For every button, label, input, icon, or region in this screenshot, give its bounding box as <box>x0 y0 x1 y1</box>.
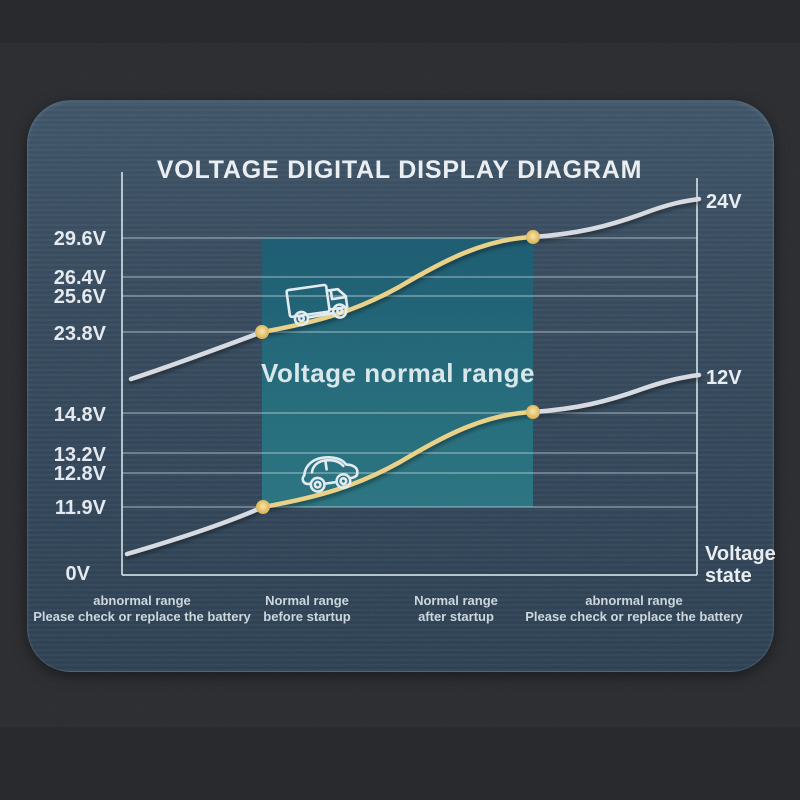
x-axis-title: Voltage state <box>705 543 776 587</box>
x-category-label: Please check or replace the battery <box>33 609 251 624</box>
x-category-label: after startup <box>418 609 494 624</box>
x-category-label: Normal range <box>414 593 498 608</box>
y-tick-label: 11.9V <box>55 497 107 519</box>
series-24v-curve <box>128 196 702 382</box>
normal-range-annotation: Voltage normal range <box>261 358 535 388</box>
series-label-24v: 24V <box>706 191 742 213</box>
y-tick-label: 25.6V <box>54 286 107 308</box>
marker-24v-before-startup <box>255 325 269 339</box>
y-axis-ticks: 29.6V 26.4V 25.6V 23.8V 14.8V 13.2V 12.8… <box>54 228 107 585</box>
x-category-label: Normal range <box>265 593 349 608</box>
x-category-label: abnormal range <box>585 593 683 608</box>
gridlines <box>122 237 697 508</box>
y-tick-label: 13.2V <box>54 444 107 466</box>
marker-12v-before-startup <box>256 500 270 514</box>
x-category-label: before startup <box>263 609 350 624</box>
y-tick-label: 0V <box>66 563 91 585</box>
y-tick-label: 23.8V <box>54 323 107 345</box>
y-tick-label: 14.8V <box>54 404 107 426</box>
marker-24v-after-startup <box>526 230 540 244</box>
x-category-label: abnormal range <box>93 593 191 608</box>
series-12v-curve <box>124 372 702 557</box>
y-tick-label: 12.8V <box>54 463 107 485</box>
x-axis-title-line1: Voltage <box>705 543 776 565</box>
series-label-12v: 12V <box>706 367 742 389</box>
threshold-markers <box>255 230 540 514</box>
truck-icon <box>285 283 349 327</box>
marker-12v-after-startup <box>526 405 540 419</box>
y-tick-label: 26.4V <box>54 267 107 289</box>
x-category-label: Please check or replace the battery <box>525 609 743 624</box>
y-tick-label: 29.6V <box>54 228 107 250</box>
x-axis-title-line2: state <box>705 565 752 587</box>
car-icon <box>301 456 359 493</box>
x-axis-categories: abnormal range Please check or replace t… <box>33 593 743 624</box>
